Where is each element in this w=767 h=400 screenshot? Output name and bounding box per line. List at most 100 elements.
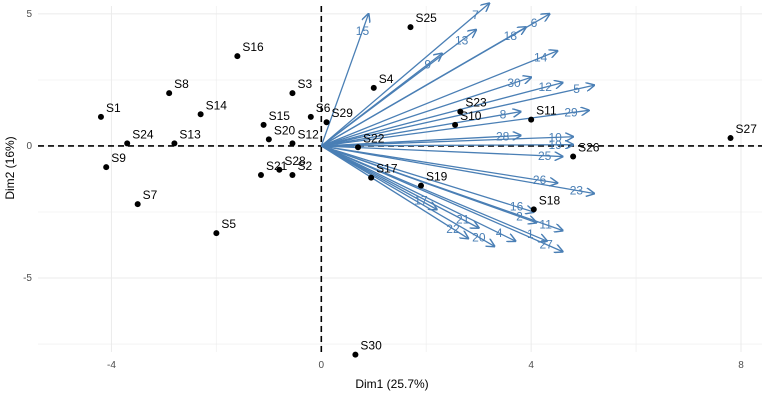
variable-arrow bbox=[321, 145, 573, 146]
y-axis-title: Dim2 (16%) bbox=[3, 136, 17, 199]
variable-arrow bbox=[321, 145, 562, 252]
sample-label: S18 bbox=[539, 193, 561, 207]
y-tick-label: 0 bbox=[26, 141, 32, 152]
sample-point bbox=[417, 182, 424, 189]
sample-label: S17 bbox=[376, 162, 398, 176]
variable-label: 9 bbox=[424, 57, 431, 71]
y-tick-label: -5 bbox=[23, 273, 32, 284]
sample-point bbox=[103, 164, 110, 171]
sample-point bbox=[452, 121, 459, 128]
sample-label: S23 bbox=[465, 96, 487, 110]
sample-label: S22 bbox=[363, 131, 385, 145]
sample-label: S1 bbox=[106, 101, 121, 115]
variable-label: 16 bbox=[510, 200, 524, 214]
variable-label: 17 bbox=[414, 194, 428, 208]
sample-label: S24 bbox=[132, 127, 154, 141]
sample-point bbox=[289, 172, 296, 179]
sample-point bbox=[457, 108, 464, 115]
variable-arrow bbox=[321, 112, 520, 147]
sample-label: S11 bbox=[536, 104, 557, 118]
sample-label: S28 bbox=[284, 154, 306, 168]
variable-arrow bbox=[321, 77, 531, 147]
variable-arrow bbox=[321, 85, 594, 147]
sample-label: S2 bbox=[297, 159, 312, 173]
sample-label: S26 bbox=[578, 141, 600, 155]
x-tick-label: -4 bbox=[107, 360, 116, 371]
sample-point bbox=[234, 53, 241, 60]
variable-arrow bbox=[321, 110, 589, 147]
variable-label: 4 bbox=[496, 226, 503, 240]
sample-point bbox=[97, 113, 104, 120]
sample-point bbox=[265, 136, 272, 143]
variable-label: 7 bbox=[472, 8, 479, 22]
variable-label: 1 bbox=[527, 227, 534, 241]
sample-label: S4 bbox=[379, 72, 394, 86]
variable-label: 15 bbox=[356, 24, 370, 38]
sample-label: S27 bbox=[736, 122, 758, 136]
sample-label: S6 bbox=[316, 101, 331, 115]
axis-ticks: -4 0 4 8 -5 0 5 bbox=[23, 9, 744, 371]
variable-arrow bbox=[320, 145, 468, 238]
sample-point bbox=[260, 121, 267, 128]
sample-label: S13 bbox=[179, 127, 201, 141]
x-tick-label: 0 bbox=[319, 360, 325, 371]
variable-arrow bbox=[321, 145, 562, 157]
variable-arrow bbox=[321, 145, 557, 183]
variable-label: 2 bbox=[516, 210, 523, 224]
sample-label: S10 bbox=[460, 109, 482, 123]
sample-point bbox=[368, 174, 375, 181]
variable-label: 10 bbox=[548, 130, 562, 144]
sample-point bbox=[323, 119, 330, 126]
variable-label: 20 bbox=[472, 230, 486, 244]
variable-label: 30 bbox=[507, 76, 521, 90]
sample-point bbox=[171, 140, 178, 147]
sample-label: S16 bbox=[242, 40, 264, 54]
variable-arrow bbox=[320, 3, 489, 147]
sample-label: S30 bbox=[360, 339, 382, 353]
sample-label: S5 bbox=[221, 217, 236, 231]
sample-point bbox=[355, 144, 362, 151]
variable-arrow bbox=[320, 30, 476, 147]
x-tick-label: 8 bbox=[738, 360, 744, 371]
variable-arrow bbox=[321, 145, 562, 231]
variable-arrow bbox=[321, 145, 515, 241]
variable-label: 23 bbox=[570, 183, 584, 197]
sample-point bbox=[530, 206, 537, 213]
sample-point bbox=[407, 24, 414, 31]
variable-label: 27 bbox=[539, 237, 553, 251]
sample-label: S7 bbox=[143, 188, 158, 202]
variable-label: 12 bbox=[539, 80, 553, 94]
variable-arrow bbox=[321, 145, 478, 228]
variable-arrows: 1245678910111213141516171819202122232526… bbox=[320, 3, 594, 252]
variable-label: 5 bbox=[573, 82, 580, 96]
sample-label: S3 bbox=[297, 77, 312, 91]
y-tick-label: 5 bbox=[26, 9, 32, 20]
variable-label: 19 bbox=[548, 138, 562, 152]
sample-point bbox=[124, 140, 131, 147]
sample-point bbox=[134, 201, 141, 208]
sample-point bbox=[370, 84, 377, 91]
variable-arrow bbox=[321, 83, 562, 147]
variable-label: 25 bbox=[538, 149, 552, 163]
x-tick-label: 4 bbox=[528, 360, 534, 371]
variable-label: 22 bbox=[446, 222, 460, 236]
variable-arrow bbox=[320, 27, 526, 147]
variable-arrow bbox=[321, 145, 533, 212]
sample-point bbox=[197, 111, 204, 118]
variable-label: 13 bbox=[455, 34, 469, 48]
variable-label: 11 bbox=[539, 218, 552, 232]
variable-arrow bbox=[320, 145, 494, 246]
sample-point bbox=[570, 153, 577, 160]
sample-label: S12 bbox=[297, 127, 319, 141]
sample-label: S25 bbox=[415, 11, 437, 25]
variable-label: 29 bbox=[564, 106, 578, 120]
sample-label: S15 bbox=[269, 109, 291, 123]
variable-arrow bbox=[321, 135, 520, 147]
sample-label: S8 bbox=[174, 77, 189, 91]
sample-point bbox=[289, 90, 296, 97]
variable-arrow bbox=[320, 14, 368, 147]
sample-point bbox=[289, 140, 296, 147]
sample-label: S9 bbox=[111, 151, 126, 165]
sample-points: S1 S2 S3 S4 S5 S6 S7 S8 S9 S10 S11 S12 S13 S14 S15 S16 S… bbox=[97, 11, 758, 358]
